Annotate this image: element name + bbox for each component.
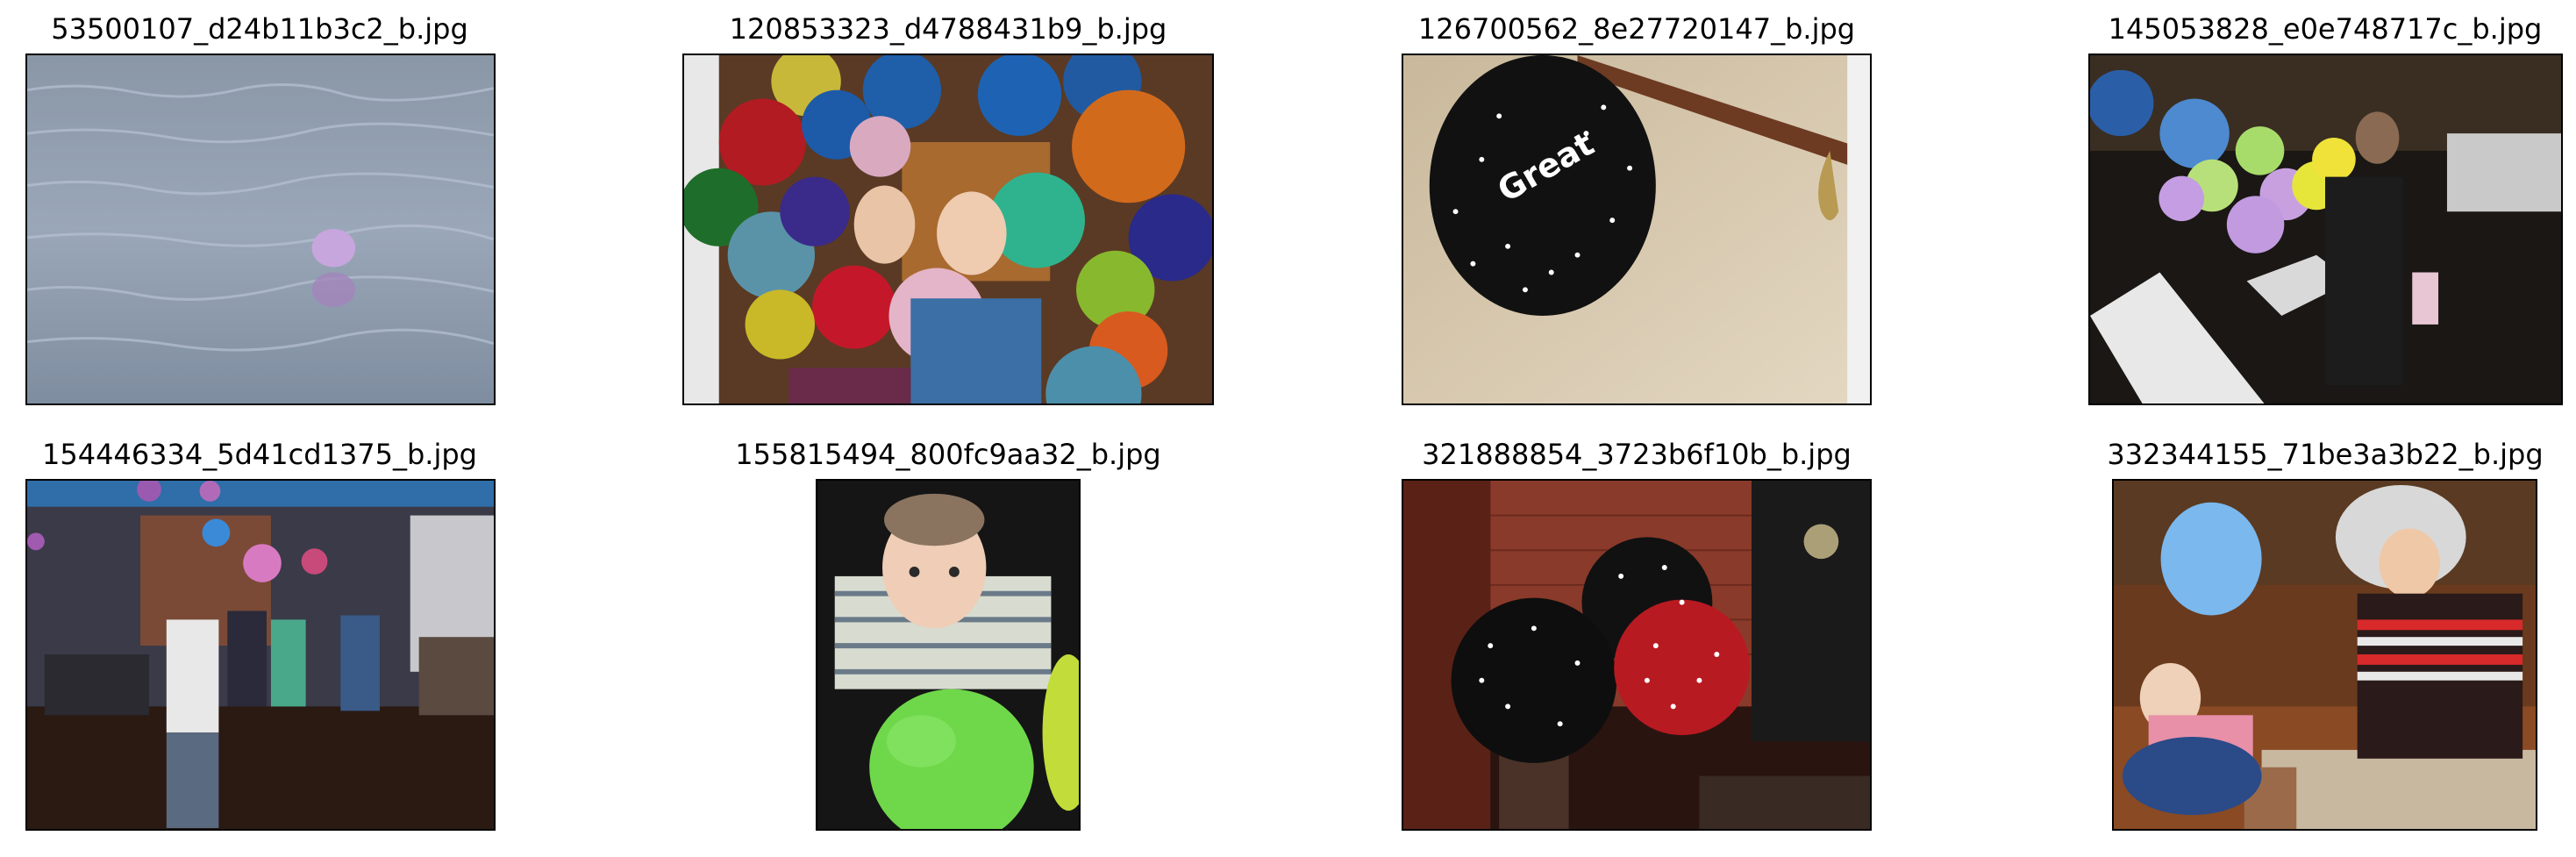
grandma-blue-balloon-photo [2112,479,2537,831]
girls-in-balloons-photo [682,54,1214,405]
image-caption-8: 332344155_71be3a3b22_b.jpg [2107,438,2544,471]
water-balloon-photo [25,54,496,405]
party-room-photo [25,479,496,831]
baby-green-balloon-photo [816,479,1081,831]
image-caption-2: 120853323_d4788431b9_b.jpg [729,12,1167,46]
image-caption-6: 155815494_800fc9aa32_b.jpg [735,438,1161,471]
image-caption-5: 154446334_5d41cd1375_b.jpg [42,438,477,471]
image-caption-3: 126700562_8e27720147_b.jpg [1417,12,1856,46]
image-caption-7: 321888854_3723b6f10b_b.jpg [1422,438,1852,471]
image-caption-1: 53500107_d24b11b3c2_b.jpg [51,12,468,46]
star-balloons-photo [1402,479,1872,831]
image-caption-4: 145053828_e0e748717c_b.jpg [2108,12,2543,46]
black-balloon-photo: Great [1402,54,1872,405]
night-street-balloons-photo [2088,54,2563,405]
